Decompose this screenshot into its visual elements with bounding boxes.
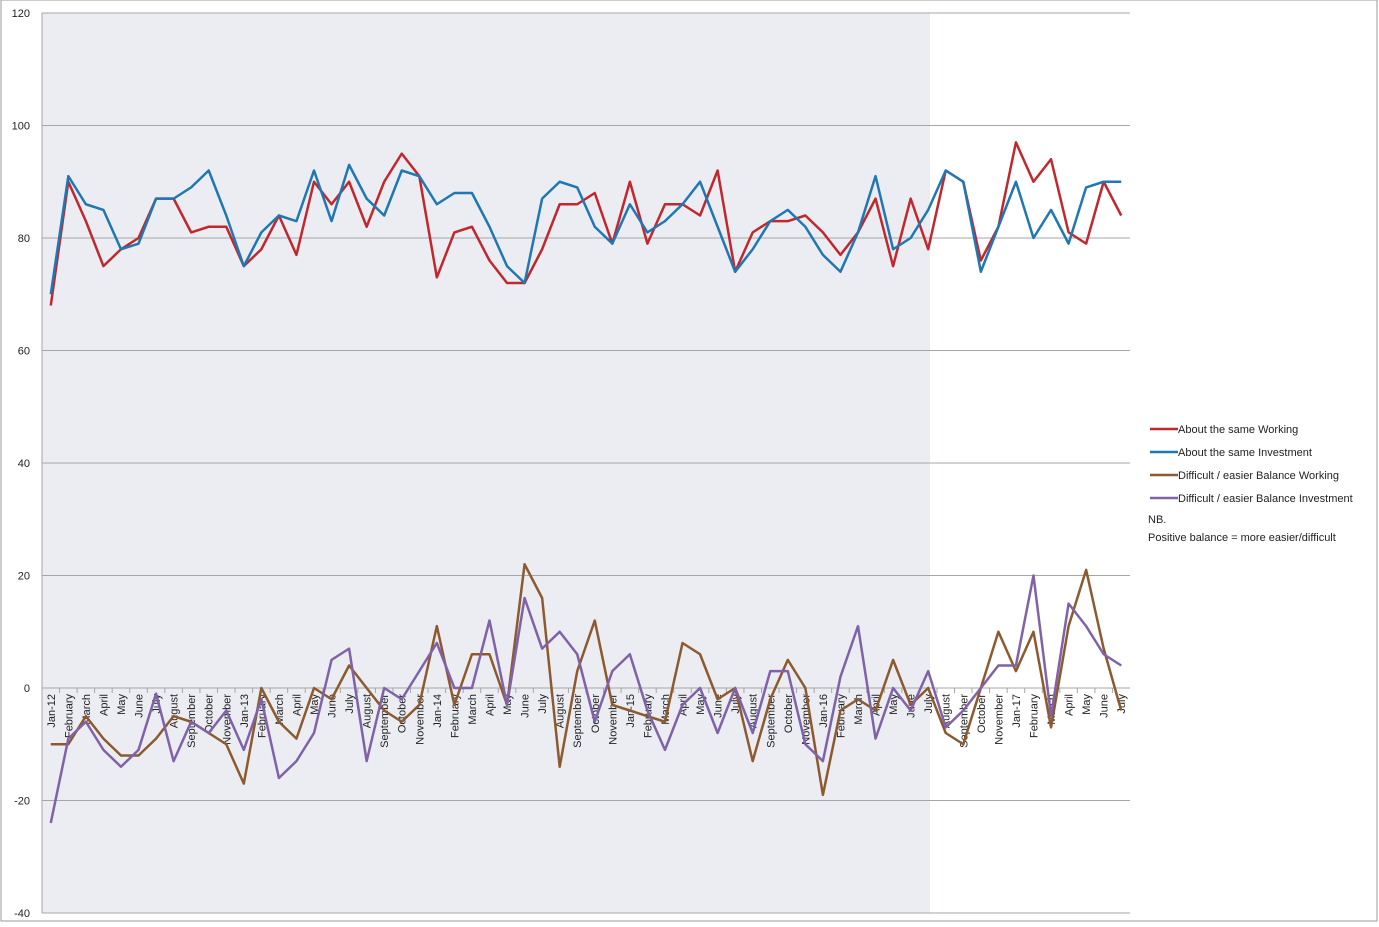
legend-label: Difficult / easier Balance Working [1178,470,1339,482]
x-tick-label: November [993,694,1005,745]
annotation: Positive balance = more easier/difficult [1148,532,1336,544]
x-tick-label: May [116,694,128,715]
x-tick-label: March [467,694,479,725]
x-tick-label: May [888,694,900,715]
x-tick-label: September [186,694,198,748]
x-tick-label: February [63,694,75,739]
x-tick-label: August [362,694,374,728]
legend-label: About the same Working [1178,424,1298,436]
x-tick-label: March [81,694,93,725]
y-tick-label: -20 [14,796,30,808]
annotation: NB. [1148,514,1166,526]
x-tick-label: Jan-16 [818,694,830,728]
x-tick-label: April [484,694,496,716]
x-tick-label: October [204,694,216,733]
x-tick-label: June [1099,694,1111,718]
x-tick-label: June [520,694,532,718]
y-tick-label: 100 [12,121,30,133]
x-tick-label: June [134,694,146,718]
x-tick-label: July [344,694,356,714]
y-tick-label: 40 [18,458,30,470]
y-tick-label: 80 [18,233,30,245]
series-line [49,141,1123,306]
x-tick-label: Jan-13 [239,694,251,728]
x-tick-label: Jan-17 [1011,694,1023,728]
x-tick-label: July [537,694,549,714]
x-tick-label: September [572,694,584,748]
legend-label: About the same Investment [1178,447,1312,459]
x-tick-label: June [713,694,725,718]
series-line [50,563,1123,797]
x-tick-label: September [765,694,777,748]
y-tick-label: 120 [12,8,30,20]
x-tick-label: Jan-14 [432,694,444,728]
x-tick-label: Jan-12 [46,694,58,728]
x-tick-label: July [1116,694,1128,714]
x-tick-label: February [1028,694,1040,739]
x-tick-label: October [783,694,795,733]
y-tick-label: 60 [18,346,30,358]
x-tick-label: March [274,694,286,725]
x-tick-label: May [1081,694,1093,715]
x-tick-label: October [397,694,409,733]
y-tick-label: 20 [18,571,30,583]
legend-label: Difficult / easier Balance Investment [1178,493,1353,505]
series-line [49,574,1122,824]
x-tick-label: October [590,694,602,733]
x-tick-label: April [291,694,303,716]
y-tick-label: -40 [14,908,30,920]
y-tick-label: 0 [24,683,30,695]
x-tick-label: November [221,694,233,745]
x-tick-label: April [98,694,110,716]
x-tick-label: November [607,694,619,745]
x-tick-label: June [327,694,339,718]
series-line [49,163,1122,295]
x-tick-label: August [169,694,181,728]
x-tick-label: February [835,694,847,739]
x-tick-label: February [449,694,461,739]
x-tick-label: May [309,694,321,715]
x-tick-label: August [555,694,567,728]
x-tick-label: October [976,694,988,733]
x-tick-label: April [1064,694,1076,716]
